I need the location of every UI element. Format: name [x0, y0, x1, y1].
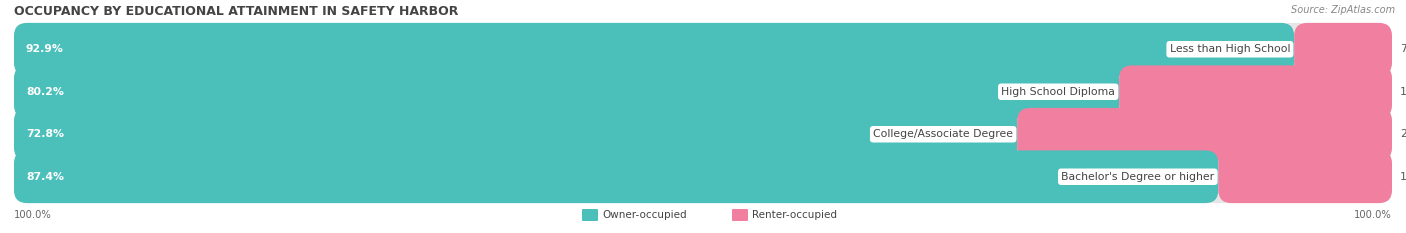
Text: 87.4%: 87.4%: [25, 172, 65, 182]
FancyBboxPatch shape: [14, 65, 1392, 118]
FancyBboxPatch shape: [733, 209, 748, 221]
Text: 72.8%: 72.8%: [25, 129, 65, 139]
FancyBboxPatch shape: [14, 65, 1119, 118]
FancyBboxPatch shape: [14, 108, 1392, 161]
Text: 92.9%: 92.9%: [25, 44, 63, 54]
FancyBboxPatch shape: [14, 150, 1219, 203]
FancyBboxPatch shape: [14, 23, 1392, 75]
FancyBboxPatch shape: [1294, 23, 1392, 75]
FancyBboxPatch shape: [582, 209, 598, 221]
Text: 100.0%: 100.0%: [1354, 210, 1392, 220]
Text: High School Diploma: High School Diploma: [1001, 87, 1115, 97]
Text: OCCUPANCY BY EDUCATIONAL ATTAINMENT IN SAFETY HARBOR: OCCUPANCY BY EDUCATIONAL ATTAINMENT IN S…: [14, 5, 458, 18]
FancyBboxPatch shape: [1017, 108, 1392, 161]
Text: 80.2%: 80.2%: [25, 87, 63, 97]
Text: College/Associate Degree: College/Associate Degree: [873, 129, 1014, 139]
FancyBboxPatch shape: [14, 23, 1294, 75]
Text: 12.6%: 12.6%: [1400, 172, 1406, 182]
Text: Owner-occupied: Owner-occupied: [602, 210, 686, 220]
Text: 27.2%: 27.2%: [1400, 129, 1406, 139]
FancyBboxPatch shape: [1119, 65, 1392, 118]
Text: 100.0%: 100.0%: [14, 210, 52, 220]
FancyBboxPatch shape: [1219, 150, 1392, 203]
Text: Source: ZipAtlas.com: Source: ZipAtlas.com: [1291, 5, 1395, 15]
Text: 7.1%: 7.1%: [1400, 44, 1406, 54]
Text: Less than High School: Less than High School: [1170, 44, 1291, 54]
Text: 19.8%: 19.8%: [1400, 87, 1406, 97]
Text: Bachelor's Degree or higher: Bachelor's Degree or higher: [1062, 172, 1215, 182]
FancyBboxPatch shape: [14, 150, 1392, 203]
Text: Renter-occupied: Renter-occupied: [752, 210, 837, 220]
FancyBboxPatch shape: [14, 108, 1017, 161]
